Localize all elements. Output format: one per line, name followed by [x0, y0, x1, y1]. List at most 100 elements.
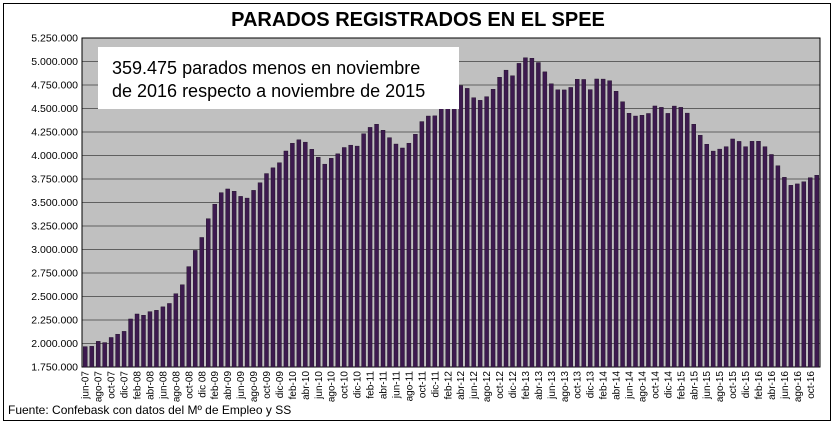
bar-jun-16: [782, 177, 787, 368]
bar-ago-14: [639, 115, 645, 368]
y-tick-label: 4.500.000: [31, 103, 78, 115]
x-tick-label: oct-10: [340, 371, 351, 399]
bar-mar-15: [685, 112, 690, 368]
bar-ene-15: [672, 105, 677, 368]
bar-abr-12: [458, 85, 463, 368]
bar-ago-11: [406, 142, 412, 368]
y-tick-label: 2.000.000: [31, 338, 78, 350]
bar-ene-12: [439, 98, 444, 368]
bar-ago-12: [484, 96, 489, 368]
bar-jul-13: [555, 89, 561, 368]
bar-jul-16: [788, 185, 794, 368]
bar-nov-09: [270, 167, 276, 368]
bar-nov-14: [659, 107, 664, 368]
x-tick-label: ago-07: [94, 371, 105, 403]
bar-ene-16: [749, 141, 755, 368]
bar-dic-09: [277, 162, 282, 368]
bar-dic-07: [121, 331, 127, 368]
y-tick-label: 3.000.000: [31, 244, 78, 256]
bar-may-10: [309, 149, 315, 368]
x-tick-label: abr-09: [223, 371, 234, 400]
y-tick-label: 2.500.000: [31, 291, 78, 303]
y-tick-label: 3.500.000: [31, 197, 78, 209]
gridlines: [82, 61, 820, 344]
bar-dic 08: [199, 237, 204, 368]
y-tick-label: 5.000.000: [31, 56, 78, 68]
bar-abr-15: [691, 123, 696, 368]
bar-sep-08: [180, 284, 185, 368]
annotation-box: 359.475 parados menos en noviembre de 20…: [98, 47, 459, 109]
x-tick-label: feb-16: [754, 371, 765, 400]
x-tick-label: ago-16: [793, 371, 804, 403]
bar-ago-07: [95, 341, 101, 368]
x-tick-label: dic-12: [508, 371, 519, 399]
bar-ago-15: [717, 148, 722, 368]
x-tick-label: abr-15: [689, 371, 700, 400]
x-tick-label: ago-12: [482, 371, 493, 403]
bar-nov-13: [581, 79, 586, 368]
bar-nov-16: [814, 175, 819, 368]
bar-abr-10: [303, 141, 308, 368]
x-tick-label: ago-13: [560, 371, 571, 403]
bar-dic-12: [510, 75, 515, 368]
x-tick-label: feb-10: [288, 371, 299, 400]
bar-nov-12: [503, 69, 509, 368]
bar-feb-08: [134, 313, 140, 368]
bar-nov-15: [736, 141, 742, 368]
x-tick-label: dic 08: [197, 371, 208, 398]
x-tick-label: oct-15: [728, 371, 739, 399]
bar-sep-07: [102, 342, 107, 368]
x-tick-label: oct-14: [650, 371, 661, 399]
chart-title: PARADOS REGISTRADOS EN EL SPEE: [231, 9, 605, 31]
bar-dic-10: [354, 145, 360, 368]
x-tick-label: abr-08: [145, 371, 156, 400]
bar-abr-14: [613, 90, 619, 368]
bar-jun-07: [83, 346, 88, 368]
bar-ago-10: [329, 158, 334, 368]
bar-feb-16: [756, 141, 761, 368]
bar-abr-08: [147, 311, 153, 368]
bar-abr-11: [380, 130, 386, 368]
y-tick-label: 3.250.000: [31, 221, 78, 233]
bar-may-16: [775, 165, 781, 368]
bar-abr-13: [536, 62, 541, 368]
x-tick-label: jun-07: [81, 371, 92, 400]
x-tick-label: jun-11: [391, 371, 402, 399]
x-tick-label: ago-15: [715, 371, 726, 403]
bar-ago-13: [562, 89, 567, 368]
x-tick-label: jun-08: [158, 371, 169, 400]
bar-ene-09: [206, 218, 211, 368]
bar-abr-16: [769, 154, 774, 368]
bar-oct-11: [419, 121, 425, 368]
bar-may-12: [464, 88, 470, 368]
x-tick-label: ago-08: [171, 371, 182, 403]
bar-oct-15: [730, 138, 735, 368]
bar-mar-14: [607, 80, 612, 368]
x-tick-label: dic-10: [353, 371, 364, 399]
annotation-line-2: de 2016 respecto a noviembre de 2015: [112, 81, 426, 101]
bar-ene-14: [594, 78, 599, 368]
x-tick-label: ago-09: [249, 371, 260, 403]
bar-jun-10: [316, 156, 321, 368]
x-tick-label: abr-12: [456, 371, 467, 400]
bar-nov-07: [115, 333, 120, 368]
x-tick-label: oct-08: [184, 371, 195, 399]
bar-may-08: [154, 310, 159, 368]
y-tick-label: 1.750.000: [31, 362, 78, 374]
bar-sep-12: [490, 89, 496, 368]
x-tick-label: oct-07: [107, 371, 118, 399]
bar-mar-10: [296, 139, 302, 368]
bar-mar-11: [374, 123, 379, 368]
x-tick-label: feb-12: [443, 371, 454, 400]
bar-jul-07: [89, 346, 94, 368]
bar-jun-09: [238, 196, 243, 368]
bar-may-09: [231, 191, 237, 368]
bar-jul-09: [244, 197, 250, 368]
x-tick-label: dic-07: [120, 371, 131, 399]
bar-oct-16: [808, 177, 813, 368]
x-tick-label: jun-09: [236, 371, 247, 400]
bar-jun-12: [471, 97, 476, 368]
bar-oct-12: [497, 76, 502, 368]
y-tick-label: 2.750.000: [31, 268, 78, 280]
y-tick-labels: 1.750.000 2.000.000 2.250.000 2.500.000 2.75…: [31, 33, 78, 374]
